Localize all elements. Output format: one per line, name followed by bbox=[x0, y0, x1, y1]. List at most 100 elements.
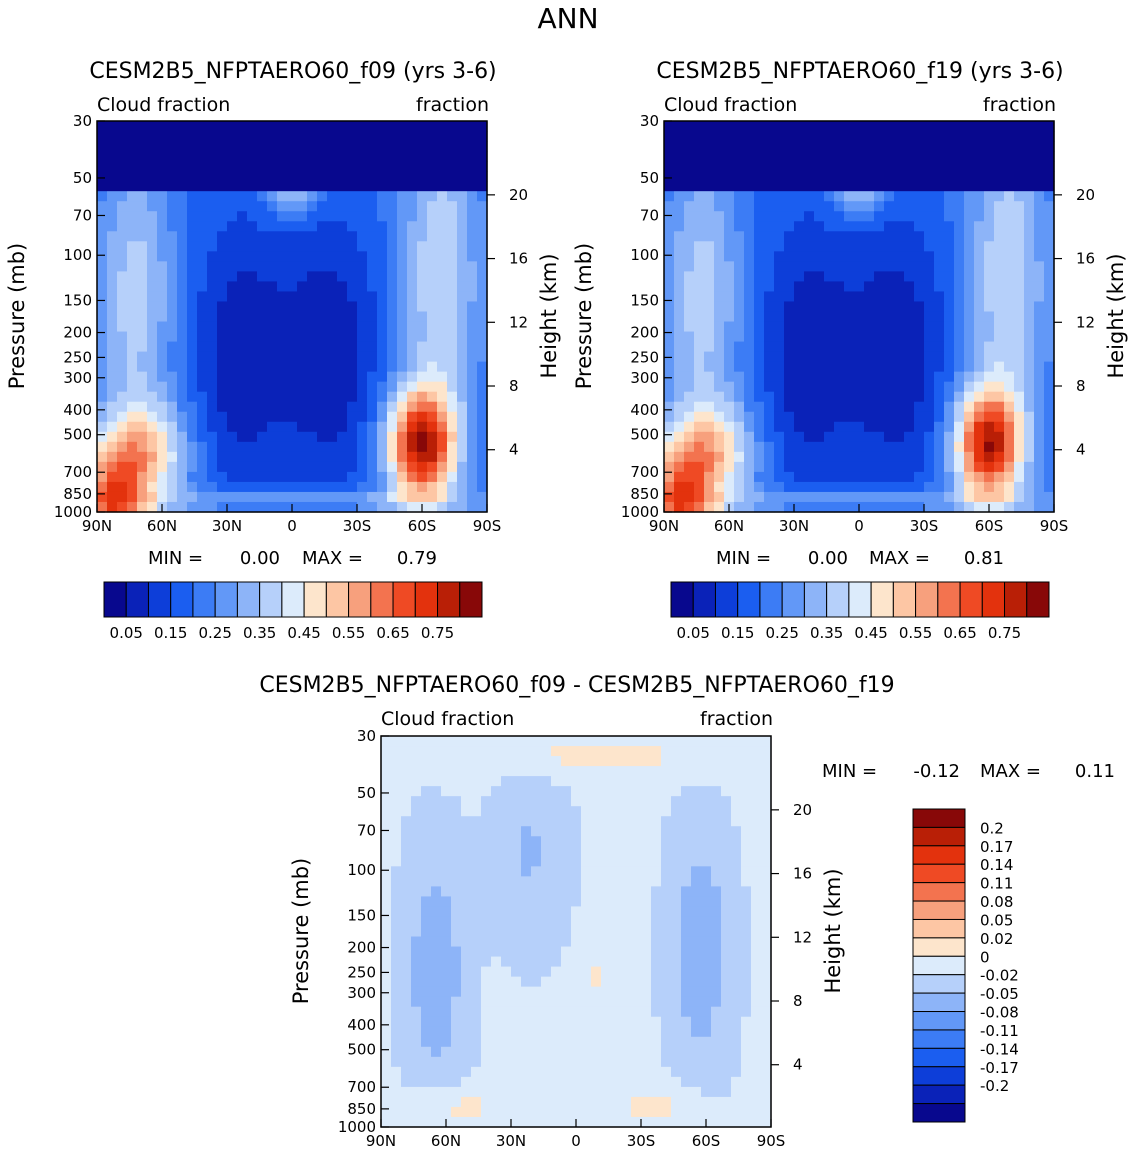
field-cell bbox=[1004, 421, 1015, 433]
field-cell bbox=[664, 221, 675, 232]
field-cell bbox=[601, 896, 612, 908]
field-cell bbox=[257, 161, 268, 172]
field-cell bbox=[681, 996, 692, 1008]
field-cell bbox=[884, 121, 895, 132]
field-cell bbox=[481, 886, 492, 898]
field-cell bbox=[674, 341, 685, 353]
field-cell bbox=[774, 441, 785, 453]
field-cell bbox=[641, 886, 652, 898]
field-cell bbox=[337, 381, 348, 393]
field-cell bbox=[814, 381, 825, 393]
field-cell bbox=[724, 311, 735, 323]
field-cell bbox=[894, 451, 905, 463]
field-cell bbox=[427, 211, 438, 222]
colorbar-label: 0.65 bbox=[376, 624, 409, 642]
field-cell bbox=[701, 1026, 712, 1038]
panel-f09: CESM2B5_NFPTAERO60_f09 (yrs 3-6) Cloud f… bbox=[5, 59, 561, 642]
field-cell bbox=[704, 401, 715, 413]
field-cell bbox=[1024, 151, 1035, 162]
field-cell bbox=[511, 1046, 522, 1058]
field-cell bbox=[934, 311, 945, 323]
field-cell bbox=[731, 736, 742, 747]
field-cell bbox=[157, 201, 168, 212]
field-cell bbox=[107, 471, 118, 483]
field-cell bbox=[601, 1056, 612, 1068]
field-cell bbox=[754, 261, 765, 272]
field-cell bbox=[411, 836, 422, 847]
field-cell bbox=[734, 201, 745, 212]
field-cell bbox=[761, 856, 772, 867]
field-cell bbox=[471, 996, 482, 1008]
field-cell bbox=[874, 241, 885, 252]
field-cell bbox=[694, 491, 705, 503]
field-cell bbox=[824, 471, 835, 483]
field-cell bbox=[367, 361, 378, 373]
field-cell bbox=[441, 966, 452, 978]
field-cell bbox=[601, 846, 612, 857]
field-cell bbox=[307, 411, 318, 423]
field-cell bbox=[367, 341, 378, 353]
field-cell bbox=[381, 1026, 392, 1038]
field-cell bbox=[521, 986, 532, 998]
field-cell bbox=[357, 181, 368, 192]
field-cell bbox=[844, 441, 855, 453]
field-cell bbox=[751, 1056, 762, 1068]
field-cell bbox=[127, 301, 138, 313]
colorbar-label: -0.11 bbox=[980, 1022, 1019, 1040]
field-cell bbox=[167, 381, 178, 393]
field-cell bbox=[1044, 191, 1055, 202]
field-cell bbox=[661, 816, 672, 827]
field-cell bbox=[571, 1056, 582, 1068]
field-cell bbox=[674, 371, 685, 383]
field-cell bbox=[177, 461, 188, 473]
field-cell bbox=[651, 936, 662, 948]
field-cell bbox=[581, 976, 592, 988]
field-cell bbox=[377, 161, 388, 172]
field-cell bbox=[824, 441, 835, 453]
field-cell bbox=[974, 401, 985, 413]
field-cell bbox=[431, 786, 442, 797]
field-cell bbox=[734, 431, 745, 443]
field-cell bbox=[1014, 471, 1025, 483]
field-cell bbox=[684, 211, 695, 222]
field-cell bbox=[247, 231, 258, 242]
field-cell bbox=[97, 481, 108, 493]
field-cell bbox=[934, 391, 945, 403]
field-cell bbox=[824, 281, 835, 293]
field-cell bbox=[761, 776, 772, 787]
field-cell bbox=[691, 826, 702, 837]
field-cell bbox=[427, 141, 438, 152]
y-tick-label: 100 bbox=[630, 246, 659, 264]
field-cell bbox=[387, 141, 398, 152]
field-cell bbox=[701, 1036, 712, 1048]
field-cell bbox=[287, 281, 298, 293]
field-cell bbox=[491, 876, 502, 887]
field-cell bbox=[764, 401, 775, 413]
field-cell bbox=[934, 261, 945, 272]
field-cell bbox=[674, 191, 685, 202]
field-cell bbox=[347, 471, 358, 483]
field-cell bbox=[934, 181, 945, 192]
field-cell bbox=[571, 1076, 582, 1088]
field-cell bbox=[944, 241, 955, 252]
field-cell bbox=[247, 461, 258, 473]
field-cell bbox=[741, 1076, 752, 1088]
field-cell bbox=[844, 131, 855, 142]
field-cell bbox=[217, 201, 228, 212]
field-cell bbox=[417, 121, 428, 132]
colorbar-box bbox=[912, 1103, 966, 1123]
field-cell bbox=[477, 391, 488, 403]
field-cell bbox=[411, 866, 422, 877]
field-cell bbox=[734, 211, 745, 222]
field-cell bbox=[417, 461, 428, 473]
field-cell bbox=[387, 161, 398, 172]
field-cell bbox=[237, 291, 248, 303]
field-cell bbox=[471, 1046, 482, 1058]
field-cell bbox=[477, 421, 488, 433]
field-cell bbox=[571, 796, 582, 807]
field-cell bbox=[671, 876, 682, 887]
field-cell bbox=[844, 161, 855, 172]
field-cell bbox=[511, 1066, 522, 1078]
field-cell bbox=[287, 381, 298, 393]
field-cell bbox=[257, 171, 268, 182]
